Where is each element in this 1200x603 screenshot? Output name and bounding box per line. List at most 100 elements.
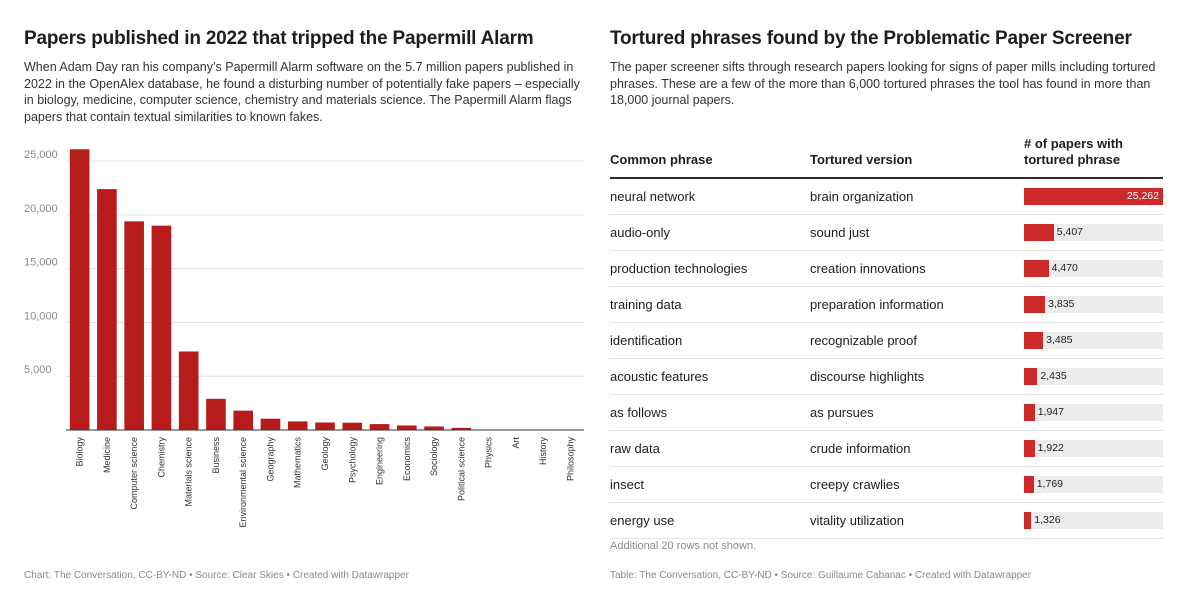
x-tick-label: Sociology [429, 437, 439, 477]
header-paper-count: # of papers with tortured phrase [1024, 136, 1123, 167]
count-bar-cell: 1,947 [1024, 404, 1163, 421]
count-bar [1024, 440, 1035, 457]
common-phrase-cell: raw data [610, 441, 660, 456]
count-bar-cell: 2,435 [1024, 368, 1163, 385]
x-tick-label: Computer science [129, 437, 139, 510]
count-bar-cell: 25,262 [1024, 188, 1163, 205]
common-phrase-cell: insect [610, 477, 644, 492]
x-tick-label: Mathematics [293, 437, 303, 489]
bar [124, 221, 144, 430]
chart-description: When Adam Day ran his company’s Papermil… [24, 60, 580, 124]
count-label: 3,835 [1048, 298, 1075, 310]
x-tick-label: Biology [75, 437, 85, 467]
common-phrase-cell: audio-only [610, 225, 670, 240]
tortured-version-cell: as pursues [810, 405, 874, 420]
bar [369, 424, 390, 430]
tortured-version-cell: creepy crawlies [810, 477, 900, 492]
x-tick-label: Medicine [102, 437, 112, 473]
tortured-version-cell: vitality utilization [810, 513, 904, 528]
y-tick-label: 5,000 [24, 364, 52, 376]
y-tick-label: 15,000 [24, 257, 58, 269]
table-row: audio-only sound just 5,407 [610, 215, 1163, 251]
bar [260, 418, 281, 430]
common-phrase-cell: acoustic features [610, 369, 709, 384]
header-common-phrase: Common phrase [610, 152, 713, 167]
count-label: 2,435 [1040, 370, 1067, 382]
x-tick-label: Economics [402, 437, 412, 482]
x-tick-label: Geology [320, 437, 330, 471]
additional-rows-note: Additional 20 rows not shown. [610, 540, 757, 552]
bar [151, 225, 172, 430]
bar [233, 410, 254, 430]
x-tick-label: Engineering [375, 437, 385, 485]
count-label: 5,407 [1056, 226, 1084, 238]
table-footer: Table: The Conversation, CC-BY-ND • Sour… [610, 570, 1032, 581]
tortured-version-cell: sound just [810, 225, 870, 240]
y-tick-label: 20,000 [24, 203, 58, 215]
table-row: insect creepy crawlies 1,769 [610, 467, 1163, 503]
count-bar [1024, 260, 1049, 277]
count-bar-cell: 1,769 [1024, 476, 1163, 493]
x-tick-label: Psychology [347, 437, 357, 484]
x-tick-label: Physics [484, 437, 494, 469]
count-bar-cell: 4,470 [1024, 260, 1163, 277]
x-tick-label: Political science [456, 437, 466, 501]
table-row: production technologies creation innovati… [610, 251, 1163, 287]
bar [315, 422, 335, 430]
count-bar [1024, 332, 1044, 349]
x-tick-label: Chemistry [156, 437, 166, 478]
bar [342, 422, 363, 430]
table-row: acoustic features discourse highlights 2,4… [610, 359, 1163, 395]
table-row: as follows as pursues 1,947 [610, 395, 1163, 431]
y-tick-label: 10,000 [24, 310, 58, 322]
tortured-version-cell: discourse highlights [810, 369, 925, 384]
y-tick-label: 25,000 [24, 149, 58, 161]
count-label: 1,769 [1036, 478, 1063, 490]
count-bar-cell: 5,407 [1024, 224, 1163, 241]
count-bar [1024, 368, 1038, 385]
chart-footer: Chart: The Conversation, CC-BY-ND • Sour… [24, 570, 409, 581]
x-tick-label: Materials science [184, 437, 194, 507]
x-tick-label: History [538, 437, 548, 466]
table-header: Common phrase Tortured version # of pape… [610, 130, 1163, 179]
common-phrase-cell: as follows [610, 405, 668, 420]
bar [206, 398, 226, 430]
table-row: raw data crude information 1,922 [610, 431, 1163, 467]
count-bar-cell: 1,326 [1024, 512, 1163, 529]
count-bar [1024, 224, 1054, 241]
common-phrase-cell: neural network [610, 189, 696, 204]
tortured-version-cell: creation innovations [810, 261, 926, 276]
table-row: identification recognizable proof 3,485 [610, 323, 1163, 359]
tortured-version-cell: preparation information [810, 297, 944, 312]
count-bar [1024, 476, 1034, 493]
bar-chart: 5,000 10,000 15,000 20,000 25,000 Biology Medi… [24, 149, 584, 528]
bar [69, 149, 90, 430]
tortured-version-cell: recognizable proof [810, 333, 917, 348]
count-label: 25,262 [1126, 190, 1159, 202]
header-tortured-version: Tortured version [810, 152, 913, 167]
table-row: neural network brain organization 25,262 [610, 179, 1163, 215]
bar [287, 421, 308, 430]
table-description: The paper screener sifts through researc… [610, 60, 1156, 107]
x-tick-label: Art [511, 437, 521, 449]
x-tick-label: Business [211, 437, 221, 474]
table-body: neural network brain organization 25,262 au… [610, 179, 1163, 539]
tortured-version-cell: crude information [810, 441, 911, 456]
tortured-version-cell: brain organization [810, 189, 914, 204]
x-tick-label: Geography [265, 437, 275, 482]
chart-title: Papers published in 2022 that tripped th… [24, 28, 534, 49]
common-phrase-cell: training data [610, 297, 682, 312]
count-bar [1024, 404, 1035, 421]
bar [451, 427, 472, 430]
count-label: 4,470 [1051, 262, 1078, 274]
count-bar [1024, 188, 1163, 205]
table-title: Tortured phrases found by the Problemati… [610, 28, 1132, 49]
bar [178, 351, 199, 430]
common-phrase-cell: energy use [610, 513, 675, 528]
table-row: energy use vitality utilization 1,326 [610, 503, 1163, 539]
count-bar-cell: 3,835 [1024, 296, 1163, 313]
bar-chart-panel: Papers published in 2022 that tripped th… [24, 0, 596, 603]
count-bar [1024, 296, 1046, 313]
common-phrase-cell: identification [610, 333, 683, 348]
count-label: 3,485 [1046, 334, 1073, 346]
